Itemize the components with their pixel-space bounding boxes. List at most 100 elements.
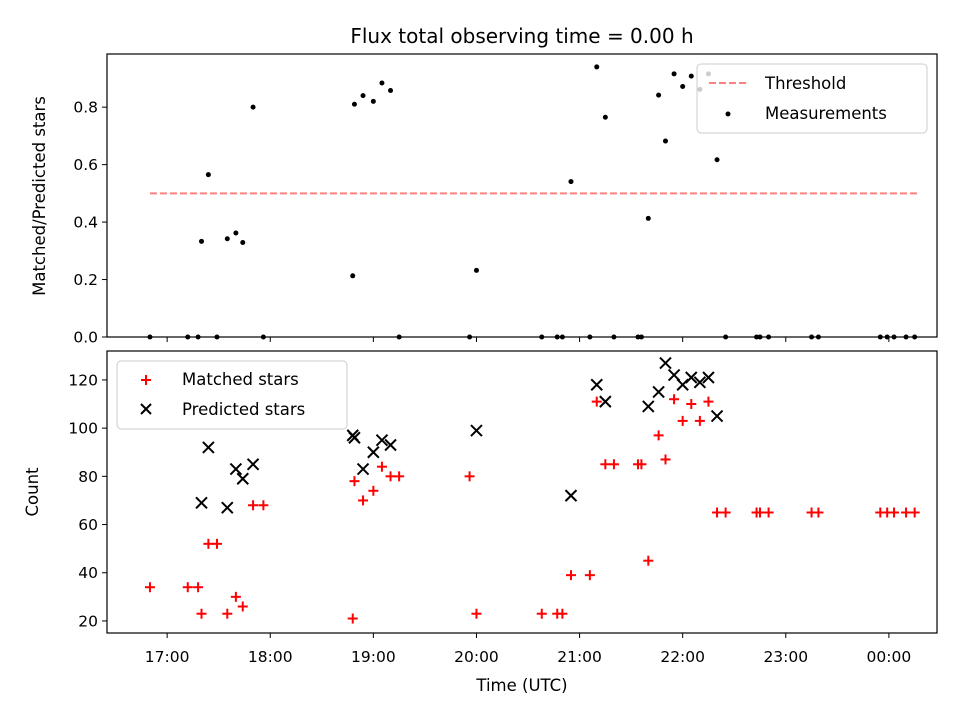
matched-star-marker bbox=[368, 485, 379, 496]
matched-stars-legend-label: Matched stars bbox=[182, 370, 299, 389]
matched-star-marker bbox=[813, 507, 824, 518]
measurement-point bbox=[250, 104, 256, 110]
top-chart-title: Flux total observing time = 0.00 h bbox=[350, 24, 693, 48]
y-tick-label: 20 bbox=[78, 612, 98, 630]
matched-star-marker bbox=[643, 555, 654, 566]
predicted-star-marker bbox=[652, 385, 665, 399]
predicted-star-marker bbox=[693, 376, 707, 389]
top-x-ticks bbox=[166, 337, 890, 342]
predicted-star-marker bbox=[195, 496, 208, 510]
measurement-point bbox=[370, 98, 376, 104]
measurement-point bbox=[240, 239, 246, 245]
predicted-star-markers bbox=[195, 356, 724, 514]
matched-star-marker bbox=[591, 396, 602, 407]
predicted-star-marker bbox=[246, 458, 260, 471]
predicted-star-marker bbox=[202, 441, 215, 454]
bottom-legend-box bbox=[116, 360, 348, 430]
matched-star-marker bbox=[536, 608, 547, 619]
matched-star-marker bbox=[677, 415, 688, 426]
predicted-star-marker bbox=[367, 446, 380, 459]
measurement-point bbox=[645, 215, 651, 221]
matched-star-marker bbox=[211, 538, 222, 549]
predicted-star-marker bbox=[659, 356, 672, 370]
measurement-point bbox=[360, 93, 366, 99]
matched-star-marker bbox=[686, 399, 697, 410]
top-legend: Threshold Measurements bbox=[696, 63, 928, 134]
top-y-ticks: 0.0 0.2 0.4 0.6 0.8 bbox=[73, 99, 107, 347]
predicted-star-marker bbox=[229, 462, 243, 476]
matched-star-marker bbox=[182, 582, 193, 593]
matched-star-marker bbox=[230, 591, 241, 602]
measurement-point bbox=[233, 230, 239, 236]
matched-star-marker bbox=[763, 507, 774, 518]
y-tick-label: 0.2 bbox=[73, 271, 98, 289]
matched-star-marker bbox=[889, 507, 900, 518]
top-plot-frame bbox=[106, 53, 938, 338]
y-tick-label: 60 bbox=[78, 516, 98, 534]
predicted-star-marker bbox=[348, 431, 361, 444]
measurement-point bbox=[205, 172, 211, 178]
measurement-point bbox=[351, 101, 357, 107]
predicted-star-marker bbox=[356, 462, 370, 476]
y-tick-label: 0.0 bbox=[73, 329, 98, 347]
matched-star-marker bbox=[703, 396, 714, 407]
top-legend-box bbox=[696, 63, 928, 134]
matched-star-marker bbox=[712, 507, 723, 518]
predicted-stars-legend-marker bbox=[140, 403, 152, 415]
measurement-point bbox=[688, 73, 694, 79]
matched-star-marker bbox=[196, 608, 207, 619]
measurement-point bbox=[671, 71, 677, 77]
measurement-point bbox=[350, 273, 356, 279]
y-tick-label: 40 bbox=[78, 564, 98, 582]
matched-star-marker bbox=[376, 461, 387, 472]
x-tick-label: 20:00 bbox=[454, 648, 499, 666]
matched-star-marker bbox=[349, 476, 360, 487]
y-tick-label: 120 bbox=[68, 371, 98, 389]
top-y-axis-label: Matched/Predicted stars bbox=[30, 96, 49, 296]
x-tick-label: 18:00 bbox=[248, 648, 293, 666]
measurements-legend-marker bbox=[725, 111, 731, 117]
matched-star-marker bbox=[694, 415, 705, 426]
matched-star-marker bbox=[669, 394, 680, 405]
matched-star-markers bbox=[144, 394, 920, 624]
matched-star-marker bbox=[258, 500, 269, 511]
x-tick-label: 23:00 bbox=[763, 648, 808, 666]
bottom-legend: Matched stars Predicted stars bbox=[116, 360, 348, 430]
matched-star-marker bbox=[608, 459, 619, 470]
measurement-point bbox=[714, 157, 720, 163]
x-tick-label: 22:00 bbox=[660, 648, 705, 666]
predicted-stars-legend-label: Predicted stars bbox=[182, 400, 305, 419]
x-axis-label: Time (UTC) bbox=[475, 676, 567, 695]
matched-star-marker bbox=[385, 471, 396, 482]
bottom-y-axis-label: Count bbox=[23, 467, 42, 517]
measurement-point bbox=[680, 83, 686, 89]
predicted-star-marker bbox=[384, 438, 397, 452]
y-tick-label: 0.8 bbox=[73, 99, 98, 117]
matched-star-marker bbox=[471, 608, 482, 619]
matched-star-marker bbox=[600, 459, 611, 470]
predicted-star-marker bbox=[236, 472, 249, 485]
top-panel: 0.00.20.40.60.8 Matched/Predicted stars … bbox=[30, 53, 938, 347]
predicted-star-marker bbox=[710, 409, 724, 423]
measurement-point bbox=[379, 80, 385, 86]
x-tick-label: 00:00 bbox=[867, 648, 912, 666]
measurement-point bbox=[656, 92, 662, 98]
y-tick-label: 0.4 bbox=[73, 214, 98, 232]
predicted-star-marker bbox=[642, 400, 655, 413]
bottom-x-ticks: 17:00 18:00 19:00 20:00 21:00 22:00 23:00 00:00 bbox=[145, 633, 911, 666]
y-tick-label: 100 bbox=[68, 420, 98, 438]
matched-star-marker bbox=[557, 608, 568, 619]
predicted-star-marker bbox=[221, 501, 234, 514]
matched-star-marker bbox=[464, 471, 475, 482]
predicted-star-marker bbox=[702, 371, 715, 384]
matched-star-marker bbox=[565, 570, 576, 581]
matched-star-marker bbox=[222, 608, 233, 619]
x-tick-label: 19:00 bbox=[351, 648, 396, 666]
matched-star-marker bbox=[358, 495, 369, 506]
matched-star-marker bbox=[394, 471, 405, 482]
matched-star-marker bbox=[193, 582, 204, 593]
measurement-point bbox=[662, 138, 668, 144]
matched-star-marker bbox=[653, 430, 664, 441]
bottom-panel: 20 40 60 80 100 120 17:00 18:00 19:00 20:00 21:00… bbox=[23, 350, 938, 695]
